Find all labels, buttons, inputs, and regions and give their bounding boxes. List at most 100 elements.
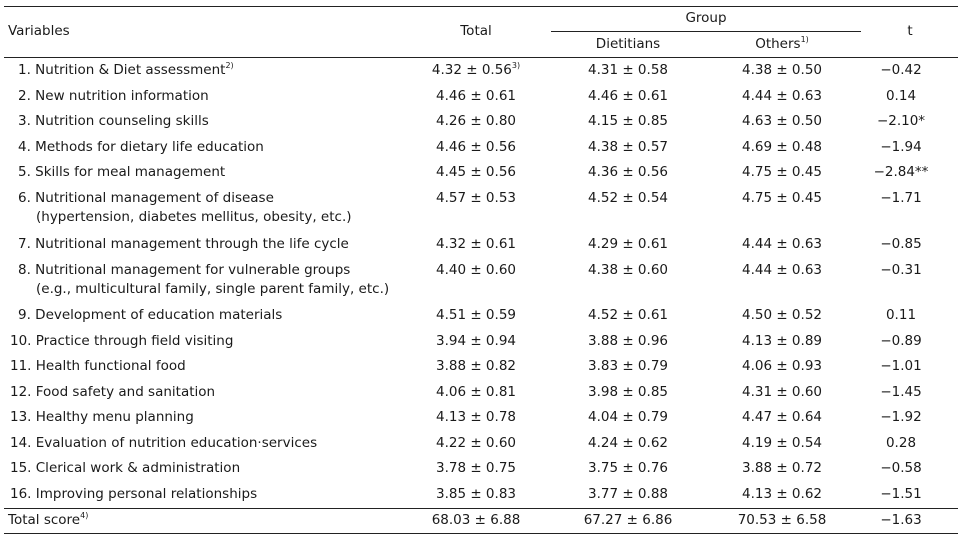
row-dietitians: 4.52 ± 0.54: [563, 190, 693, 207]
row-t: −1.94: [866, 139, 936, 156]
total-score-others: 70.53 ± 6.58: [737, 512, 827, 528]
row-t-value: −1.94: [880, 139, 922, 155]
row-label-text: 8. Nutritional management for vulnerable…: [18, 262, 351, 278]
row-t: −1.45: [866, 384, 936, 401]
row-dietitians-value: 4.04 ± 0.79: [587, 409, 668, 425]
row-label-text: 5. Skills for meal management: [18, 164, 226, 180]
row-total-value: 4.46 ± 0.56: [435, 139, 516, 155]
row-others-value: 4.69 ± 0.48: [741, 139, 822, 155]
row-dietitians: 4.46 ± 0.61: [563, 88, 693, 105]
row-total: 4.26 ± 0.80: [411, 113, 541, 130]
row-label-text: 12. Food safety and sanitation: [10, 384, 216, 400]
header-others: Others1): [706, 35, 858, 53]
row-others: 4.13 ± 0.89: [717, 333, 847, 350]
row-total: 4.06 ± 0.81: [411, 384, 541, 401]
row-dietitians: 4.04 ± 0.79: [563, 409, 693, 426]
header-variables: Variables: [8, 23, 70, 39]
total-score-label: Total score4): [8, 511, 88, 529]
row-others: 4.50 ± 0.52: [717, 307, 847, 324]
row-label: 5. Skills for meal management: [18, 164, 225, 181]
row-t: 0.14: [866, 88, 936, 105]
row-label: 13. Healthy menu planning: [10, 409, 194, 426]
header-dietitians-label: Dietitians: [595, 36, 661, 52]
row-t-value: −2.84**: [873, 164, 929, 180]
row-total-value: 4.46 ± 0.61: [435, 88, 516, 104]
bottom-rule: [4, 533, 958, 534]
row-label: 2. New nutrition information: [18, 88, 209, 105]
row-t-value: −1.71: [880, 190, 922, 206]
row-label: 6. Nutritional management of disease: [18, 190, 274, 207]
row-others: 4.44 ± 0.63: [717, 236, 847, 253]
total-score-total: 68.03 ± 6.88: [431, 512, 521, 528]
row-t-value: −1.45: [880, 384, 922, 400]
total-score-t: −1.63: [880, 512, 922, 528]
row-total: 4.46 ± 0.56: [411, 139, 541, 156]
row-others-value: 4.44 ± 0.63: [741, 236, 822, 252]
row-label: 3. Nutrition counseling skills: [18, 113, 209, 130]
row-t-value: 0.11: [885, 307, 917, 323]
row-total-value: 4.22 ± 0.60: [435, 435, 516, 451]
row-total: 4.40 ± 0.60: [411, 262, 541, 279]
row-dietitians: 4.38 ± 0.60: [563, 262, 693, 279]
row-others: 4.13 ± 0.62: [717, 486, 847, 503]
row-others: 4.75 ± 0.45: [717, 164, 847, 181]
row-others: 4.19 ± 0.54: [717, 435, 847, 452]
row-total: 4.13 ± 0.78: [411, 409, 541, 426]
row-t: −1.01: [866, 358, 936, 375]
row-dietitians-value: 4.52 ± 0.61: [587, 307, 668, 323]
row-total-value: 4.57 ± 0.53: [435, 190, 516, 206]
row-dietitians-value: 4.38 ± 0.57: [587, 139, 668, 155]
row-t: 0.11: [866, 307, 936, 324]
row-dietitians-value: 3.88 ± 0.96: [587, 333, 668, 349]
row-dietitians: 3.88 ± 0.96: [563, 333, 693, 350]
row-dietitians-value: 3.75 ± 0.76: [587, 460, 668, 476]
row-label-continuation: (hypertension, diabetes mellitus, obesit…: [36, 209, 352, 225]
row-label-text: 13. Healthy menu planning: [10, 409, 194, 425]
row-dietitians: 4.15 ± 0.85: [563, 113, 693, 130]
row-others-value: 4.38 ± 0.50: [741, 62, 822, 78]
row-dietitians: 3.98 ± 0.85: [563, 384, 693, 401]
row-dietitians: 3.75 ± 0.76: [563, 460, 693, 477]
row-total-footnote: 3): [511, 60, 521, 70]
header-others-label: Others: [755, 36, 801, 52]
row-label: 16. Improving personal relationships: [10, 486, 257, 503]
row-t: −0.42: [866, 62, 936, 79]
row-dietitians-value: 4.38 ± 0.60: [587, 262, 668, 278]
row-label-continuation: (e.g., multicultural family, single pare…: [36, 281, 390, 297]
row-others: 4.69 ± 0.48: [717, 139, 847, 156]
row-dietitians: 3.77 ± 0.88: [563, 486, 693, 503]
row-total: 4.22 ± 0.60: [411, 435, 541, 452]
row-dietitians-value: 4.36 ± 0.56: [587, 164, 668, 180]
row-label-text: 14. Evaluation of nutrition education·se…: [10, 435, 318, 451]
row-label: 8. Nutritional management for vulnerable…: [18, 262, 350, 279]
row-others: 4.31 ± 0.60: [717, 384, 847, 401]
row-dietitians-value: 3.98 ± 0.85: [587, 384, 668, 400]
row-dietitians: 4.24 ± 0.62: [563, 435, 693, 452]
row-others: 4.63 ± 0.50: [717, 113, 847, 130]
row-total-value: 4.51 ± 0.59: [435, 307, 516, 323]
row-t-value: −1.01: [880, 358, 922, 374]
row-dietitians-value: 3.77 ± 0.88: [587, 486, 668, 502]
row-label: 9. Development of education materials: [18, 307, 282, 324]
row-others-value: 4.44 ± 0.63: [741, 262, 822, 278]
header-rule: [4, 57, 958, 58]
row-dietitians-value: 4.24 ± 0.62: [587, 435, 668, 451]
row-t: −1.51: [866, 486, 936, 503]
row-t-value: −1.51: [880, 486, 922, 502]
row-t: −0.89: [866, 333, 936, 350]
row-total: 4.57 ± 0.53: [411, 190, 541, 207]
row-total-value: 3.88 ± 0.82: [435, 358, 516, 374]
row-others: 4.75 ± 0.45: [717, 190, 847, 207]
row-t-value: −0.85: [880, 236, 922, 252]
row-t-value: 0.28: [885, 435, 917, 451]
header-group: Group: [685, 10, 727, 26]
row-t: −0.58: [866, 460, 936, 477]
row-dietitians-value: 3.83 ± 0.79: [587, 358, 668, 374]
row-dietitians-value: 4.52 ± 0.54: [587, 190, 668, 206]
row-t: −2.84**: [866, 164, 936, 181]
row-total-value: 4.26 ± 0.80: [435, 113, 516, 129]
row-label: 11. Health functional food: [10, 358, 186, 375]
row-dietitians-value: 4.46 ± 0.61: [587, 88, 668, 104]
row-total-value: 4.45 ± 0.56: [435, 164, 516, 180]
header-total: Total: [460, 23, 492, 39]
